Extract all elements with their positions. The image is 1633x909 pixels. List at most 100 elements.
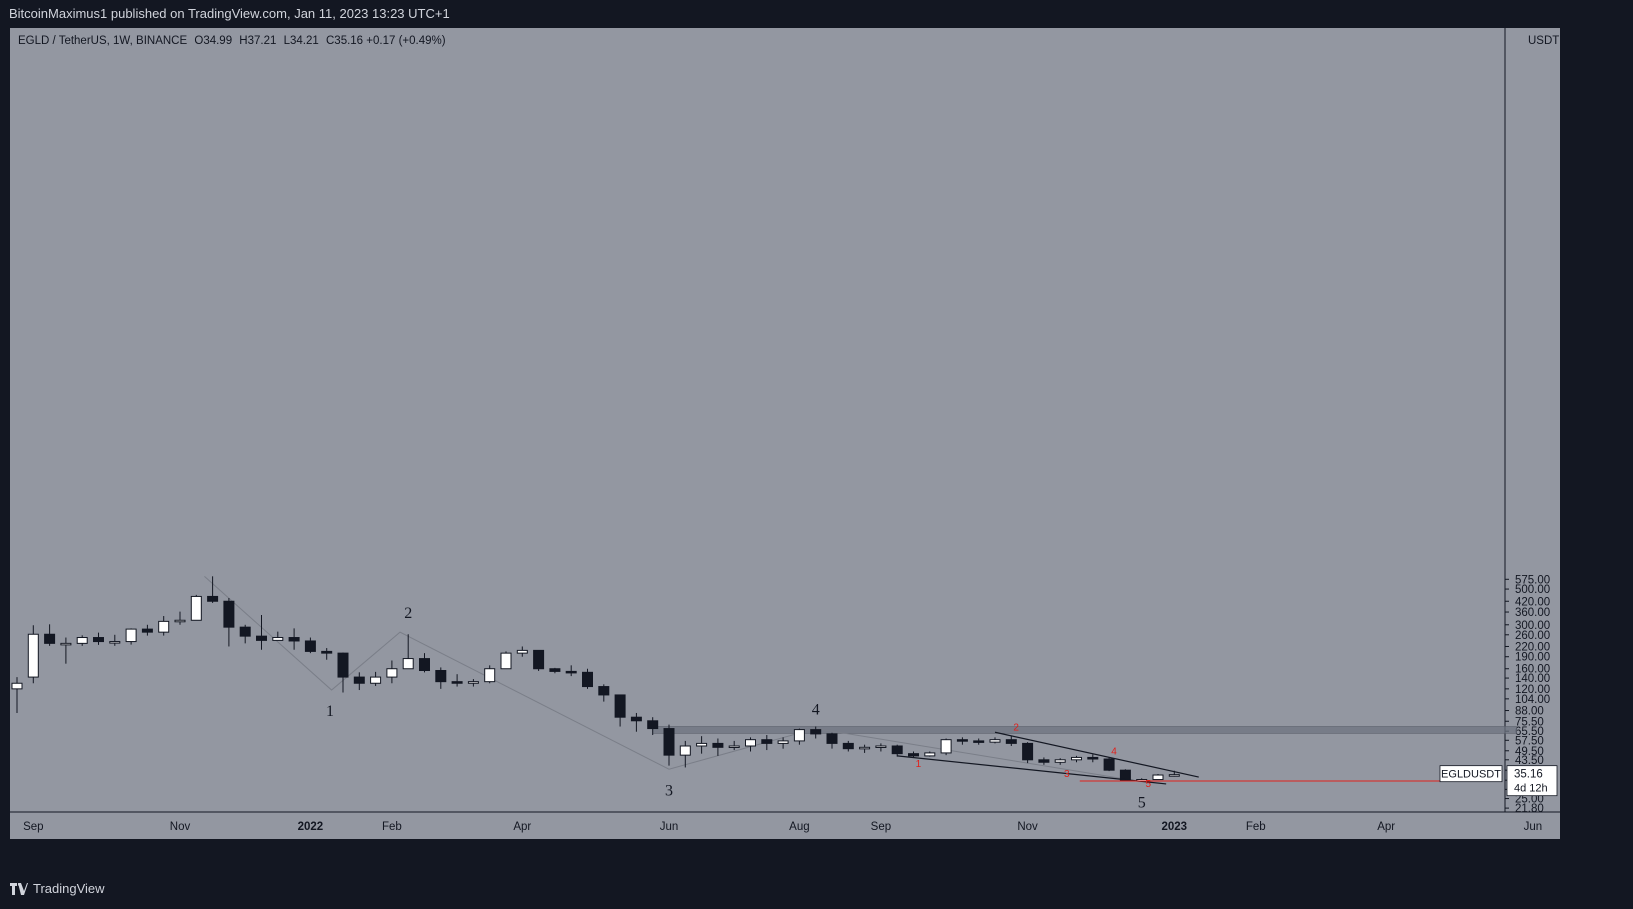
candle-down[interactable] xyxy=(44,633,56,644)
x-tick-label: Jun xyxy=(1524,821,1543,833)
candle-down[interactable] xyxy=(582,671,593,688)
candle-up[interactable] xyxy=(109,641,121,644)
candle-down[interactable] xyxy=(141,628,153,633)
candle-down[interactable] xyxy=(891,745,903,755)
candle-up[interactable] xyxy=(1071,756,1082,761)
candle-down[interactable] xyxy=(810,729,822,735)
candle-down[interactable] xyxy=(207,595,219,602)
y-tick-label: 575.00 xyxy=(1515,574,1550,586)
candle-up[interactable] xyxy=(76,637,88,644)
candle-up[interactable] xyxy=(174,619,186,623)
candle-down[interactable] xyxy=(549,668,561,672)
candle-down[interactable] xyxy=(451,681,463,684)
candle-down[interactable] xyxy=(842,742,854,750)
wedge-lower-line[interactable] xyxy=(897,755,1167,785)
candle-down[interactable] xyxy=(304,640,316,652)
candle-down[interactable] xyxy=(630,716,642,722)
price-axis[interactable] xyxy=(1505,28,1560,812)
candle-down[interactable] xyxy=(1005,739,1017,744)
wedge-upper-line[interactable] xyxy=(994,731,1199,778)
candle-up[interactable] xyxy=(924,752,936,757)
y-tick-label: 500.00 xyxy=(1515,584,1550,596)
candle-up[interactable] xyxy=(386,668,398,678)
candle-up[interactable] xyxy=(793,729,805,742)
candle-up[interactable] xyxy=(500,652,512,670)
candle-up[interactable] xyxy=(679,745,691,756)
wave-label-primary: 2 xyxy=(404,605,412,622)
candle-down[interactable] xyxy=(663,728,675,756)
candle-up[interactable] xyxy=(728,745,740,748)
candle-down[interactable] xyxy=(1119,769,1131,781)
publisher-text: BitcoinMaximus1 published on TradingView… xyxy=(9,6,450,21)
candle-down[interactable] xyxy=(435,670,447,683)
candle-up[interactable] xyxy=(1168,774,1180,777)
candle-down[interactable] xyxy=(956,739,968,742)
candle-down[interactable] xyxy=(256,635,267,641)
wave-label-sub: 2 xyxy=(1013,723,1019,734)
tradingview-logo-text: TradingView xyxy=(33,881,105,896)
candle-down[interactable] xyxy=(598,686,610,696)
candle-up[interactable] xyxy=(1054,759,1066,763)
candle-up[interactable] xyxy=(190,595,202,621)
candle-down[interactable] xyxy=(614,694,626,718)
candle-down[interactable] xyxy=(973,740,985,743)
candle-down[interactable] xyxy=(239,626,251,637)
candle-up[interactable] xyxy=(696,742,708,747)
candle-down[interactable] xyxy=(565,670,577,674)
candle-up[interactable] xyxy=(402,658,414,670)
wave-label-sub: 1 xyxy=(916,759,922,770)
candle-down[interactable] xyxy=(1103,758,1115,771)
resistance-zone[interactable] xyxy=(652,726,1517,734)
candle-down[interactable] xyxy=(826,733,838,744)
tradingview-logo[interactable]: TradingView xyxy=(10,881,105,896)
high-label: H xyxy=(239,35,248,47)
symbol-tag[interactable] xyxy=(1439,765,1503,783)
wave-label-sub: 4 xyxy=(1111,746,1117,757)
candle-down[interactable] xyxy=(93,637,104,643)
x-tick-label: Feb xyxy=(382,821,402,833)
wave-label-primary: 1 xyxy=(326,703,334,720)
candle-up[interactable] xyxy=(158,620,170,633)
candle-down[interactable] xyxy=(419,658,430,672)
close-label: C xyxy=(325,35,335,47)
candle-down[interactable] xyxy=(908,753,919,757)
candle-up[interactable] xyxy=(989,739,1001,743)
candle-down[interactable] xyxy=(712,742,724,748)
candle-down[interactable] xyxy=(337,652,349,678)
candle-down[interactable] xyxy=(1087,756,1099,760)
candle-down[interactable] xyxy=(288,637,300,642)
candle-up[interactable] xyxy=(11,682,23,690)
candle-up[interactable] xyxy=(272,637,284,641)
candle-down[interactable] xyxy=(647,720,659,730)
candle-down[interactable] xyxy=(1038,759,1050,763)
candle-down[interactable] xyxy=(321,650,333,654)
candle-up[interactable] xyxy=(777,740,789,744)
x-tick-label: Jun xyxy=(660,821,679,833)
x-tick-label: Nov xyxy=(1017,821,1038,833)
candle-down[interactable] xyxy=(223,600,235,628)
candle-down[interactable] xyxy=(533,649,545,670)
last-price-tag[interactable] xyxy=(1506,765,1558,797)
candle-up[interactable] xyxy=(745,739,756,747)
candle-up[interactable] xyxy=(27,633,39,678)
candle-up[interactable] xyxy=(484,668,496,683)
candle-up[interactable] xyxy=(940,739,952,754)
elliott-wave-path[interactable] xyxy=(204,575,1142,783)
candle-up[interactable] xyxy=(370,676,382,684)
candle-up[interactable] xyxy=(516,649,528,654)
candle-up[interactable] xyxy=(859,746,871,750)
y-tick-label: 104.00 xyxy=(1515,694,1550,706)
candle-up[interactable] xyxy=(60,642,72,646)
candle-down[interactable] xyxy=(353,676,365,684)
candle-up[interactable] xyxy=(125,628,137,643)
plot-area xyxy=(10,28,1505,812)
candle-down[interactable] xyxy=(761,739,773,744)
candle-up[interactable] xyxy=(1152,774,1164,781)
change-value: +0.17 (+0.49%) xyxy=(366,35,446,47)
candle-up[interactable] xyxy=(467,681,479,684)
candle-down[interactable] xyxy=(1022,742,1034,761)
open-value: 34.99 xyxy=(203,35,233,47)
candle-up[interactable] xyxy=(875,745,887,748)
time-axis[interactable] xyxy=(10,812,1560,839)
